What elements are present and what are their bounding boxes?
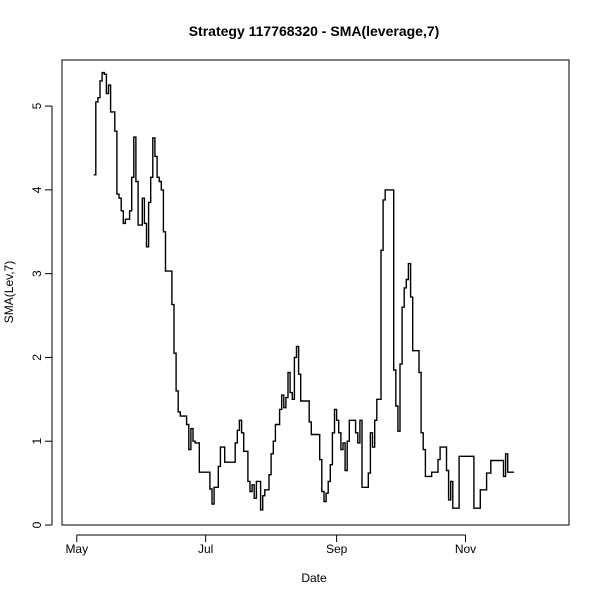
- x-tick-label: Jul: [198, 542, 213, 556]
- y-tick-label: 5: [30, 102, 44, 109]
- series-line: [93, 71, 515, 511]
- y-tick-label: 4: [30, 186, 44, 193]
- series-layer: [93, 71, 515, 511]
- chart-title: Strategy 117768320 - SMA(leverage,7): [189, 23, 440, 39]
- x-tick-label: Sep: [326, 542, 348, 556]
- plot-frame: [61, 59, 570, 526]
- y-tick-label: 2: [30, 354, 44, 361]
- x-axis-label: Date: [301, 571, 327, 585]
- y-axis-label: SMA(Lev,7): [2, 261, 16, 323]
- y-tick-label: 1: [30, 438, 44, 445]
- x-tick-label: Nov: [455, 542, 476, 556]
- y-tick-label: 3: [30, 270, 44, 277]
- x-axis: May Jul Sep Nov: [65, 534, 476, 556]
- x-tick-label: May: [65, 542, 88, 556]
- y-axis: 0 1 2 3 4 5: [30, 102, 53, 528]
- y-tick-label: 0: [30, 521, 44, 528]
